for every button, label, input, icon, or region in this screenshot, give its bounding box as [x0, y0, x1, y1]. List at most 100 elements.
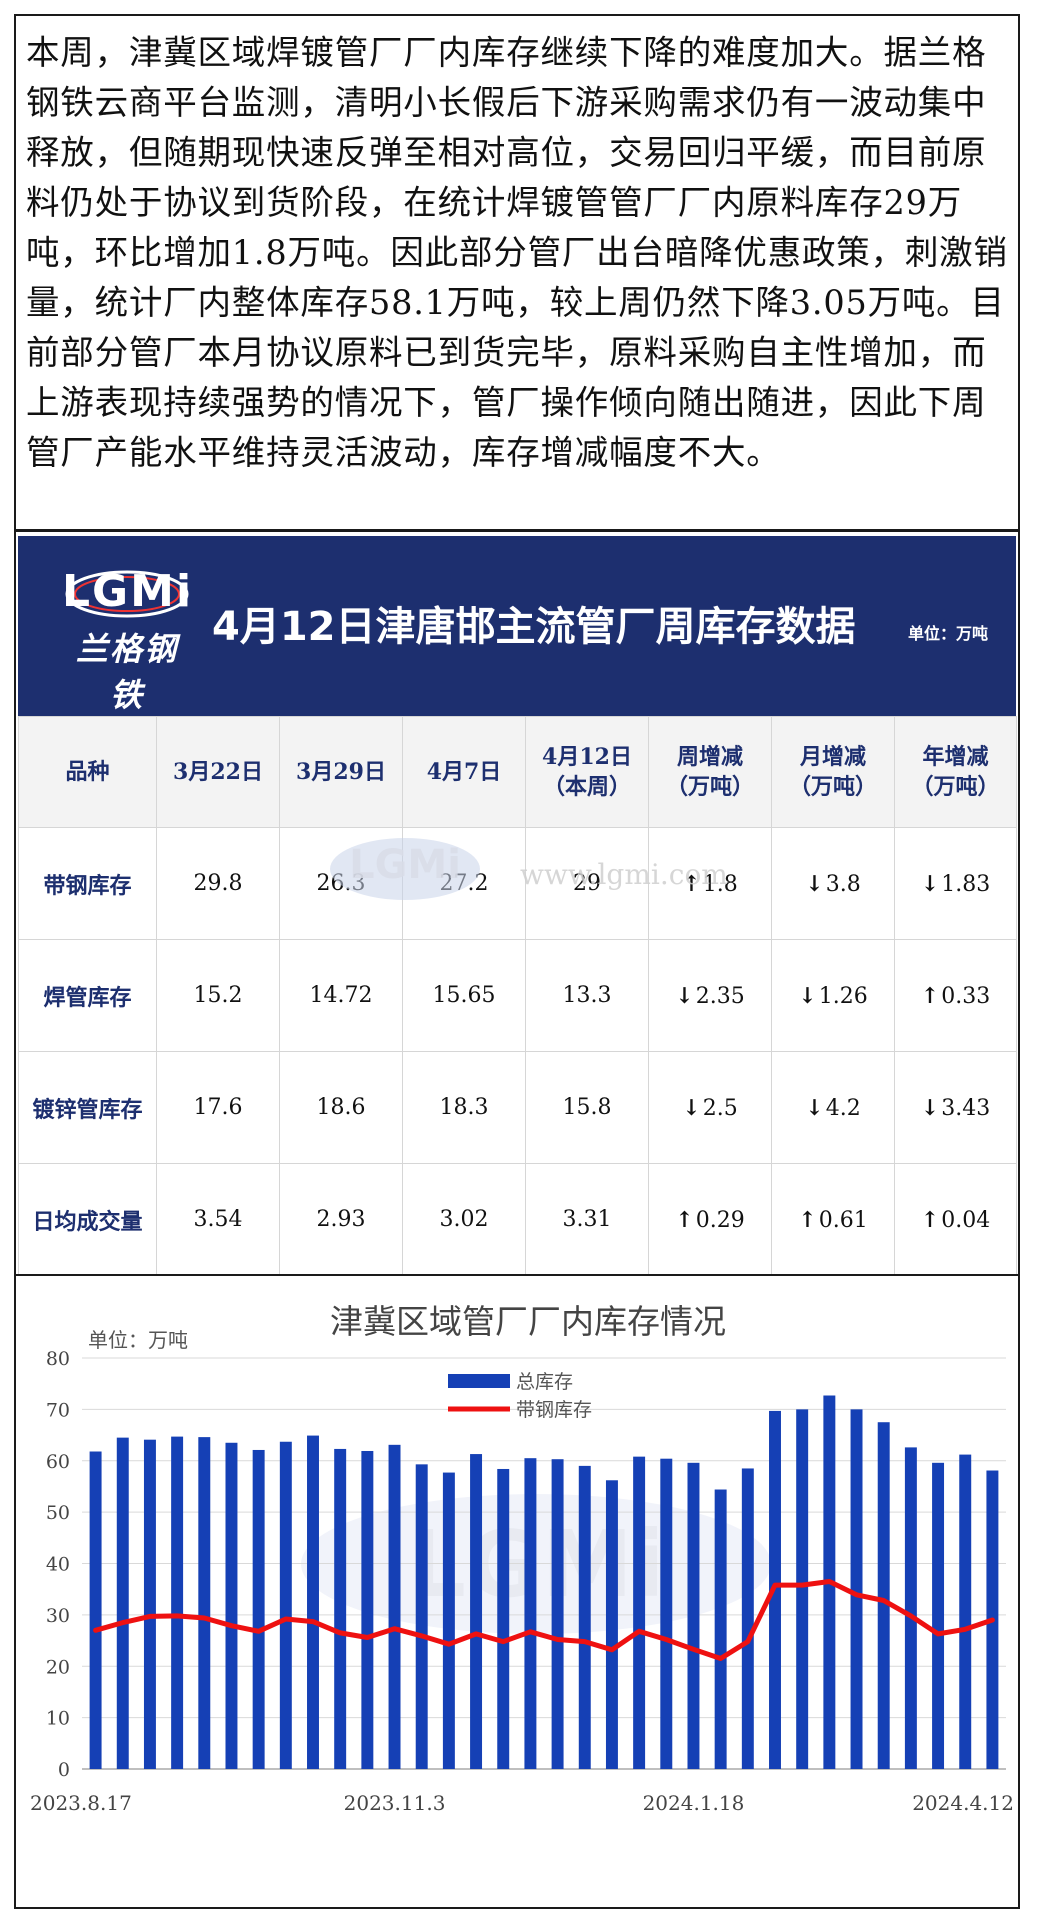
arrow-down-icon: ↓ — [682, 1094, 701, 1121]
bar — [307, 1435, 319, 1769]
value-cell: 13.3 — [525, 939, 649, 1052]
header-cell: 品种 — [18, 716, 157, 828]
change-value: 0.04 — [941, 1207, 991, 1233]
bar — [524, 1458, 537, 1769]
row-label: 带钢库存 — [18, 827, 157, 940]
chart-title: 津冀区域管厂厂内库存情况 — [330, 1302, 726, 1341]
watermark-url: www.lgmi.com — [520, 858, 728, 891]
bar — [171, 1436, 184, 1769]
arrow-up-icon: ↑ — [920, 982, 940, 1009]
lgmi-logo: LGMi 兰格钢铁 — [62, 562, 194, 714]
value-cell: 3.54 — [156, 1163, 280, 1276]
value-cell: 15.2 — [156, 939, 280, 1052]
bar — [225, 1442, 238, 1769]
arrow-up-icon: ↑ — [920, 1206, 940, 1233]
summary-paragraph: 本周，津冀区域焊镀管厂厂内库存继续下降的难度加大。据兰格钢铁云商平台监测，清明小… — [26, 33, 1008, 472]
header-cell: 3月22日 — [156, 716, 280, 828]
change-cell: ↓3.43 — [894, 1051, 1017, 1164]
bar — [605, 1480, 618, 1769]
value-cell: 15.65 — [402, 939, 526, 1052]
legend-label-总库存: 总库存 — [516, 1371, 573, 1393]
change-cell: ↓1.26 — [771, 939, 895, 1052]
row-label: 日均成交量 — [18, 1163, 157, 1276]
bar — [89, 1451, 102, 1769]
bar — [116, 1437, 129, 1769]
legend-label-带钢库存: 带钢库存 — [516, 1399, 592, 1421]
bar — [687, 1462, 700, 1769]
legend-swatch-bar — [448, 1374, 510, 1388]
y-tick-label: 40 — [46, 1554, 70, 1576]
change-value: 4.2 — [825, 1095, 861, 1121]
inventory-chart: LGMi010203040506070802023.8.172023.11.32… — [16, 1278, 1018, 1907]
watermark-ellipse — [330, 838, 480, 900]
table-header-row: 品种 3月22日 3月29日 4月7日 4月12日 （本周） 周增减 （万吨） 月增… — [18, 716, 1017, 828]
row-label: 焊管库存 — [18, 939, 157, 1052]
arrow-down-icon: ↓ — [675, 982, 694, 1009]
bar — [660, 1458, 673, 1769]
change-value: 1.26 — [818, 983, 868, 1009]
bar — [633, 1456, 646, 1769]
table-row: 镀锌管库存 17.6 18.6 18.3 15.8 ↓2.5 ↓4.2 ↓3.43 — [18, 1051, 1017, 1164]
x-tick-label: 2024.1.18 — [643, 1791, 745, 1815]
bar — [932, 1462, 945, 1769]
y-tick-label: 20 — [46, 1656, 70, 1678]
watermark-logo-text: LGMi — [349, 842, 461, 888]
arrow-down-icon: ↓ — [805, 1094, 824, 1121]
value-cell: 15.8 — [525, 1051, 649, 1164]
bar — [279, 1441, 292, 1769]
header-cell: 4月7日 — [402, 716, 526, 828]
change-value: 2.35 — [695, 983, 745, 1009]
bar — [497, 1468, 510, 1769]
x-tick-label: 2023.8.17 — [30, 1791, 132, 1815]
banner-title: 4月12日津唐邯主流管厂周库存数据 — [212, 604, 856, 650]
logo-text: LGMi — [62, 566, 194, 617]
arrow-down-icon: ↓ — [805, 870, 824, 897]
value-cell: 29 — [525, 827, 649, 940]
bar — [143, 1439, 156, 1769]
table-banner — [18, 536, 1016, 716]
bar — [796, 1409, 809, 1769]
value-cell: 17.6 — [156, 1051, 280, 1164]
bar — [850, 1409, 863, 1769]
row-label: 镀锌管库存 — [18, 1051, 157, 1164]
arrow-down-icon: ↓ — [920, 1094, 940, 1121]
bar — [741, 1468, 754, 1769]
change-cell: ↓4.2 — [771, 1051, 895, 1164]
divider-top — [16, 529, 1018, 532]
banner-unit: 单位：万吨 — [908, 624, 989, 643]
change-cell: ↑0.04 — [894, 1163, 1017, 1276]
logo-cn-text: 兰格钢铁 — [75, 630, 178, 714]
bar — [904, 1447, 917, 1769]
change-cell: ↓3.8 — [771, 827, 895, 940]
change-cell: ↑1.8 — [648, 827, 772, 940]
bar — [415, 1464, 428, 1769]
bar — [959, 1454, 972, 1769]
table-row: 焊管库存 15.2 14.72 15.65 13.3 ↓2.35 ↓1.26 ↑0.33 — [18, 939, 1017, 1052]
change-value: 0.61 — [818, 1207, 868, 1233]
arrow-down-icon: ↓ — [920, 870, 940, 897]
change-value: 1.8 — [702, 871, 738, 897]
change-value: 0.33 — [941, 983, 991, 1009]
bar — [252, 1449, 265, 1769]
bar — [361, 1450, 374, 1769]
y-tick-label: 80 — [46, 1348, 70, 1370]
value-cell: 18.3 — [402, 1051, 526, 1164]
inventory-table: 品种 3月22日 3月29日 4月7日 4月12日 （本周） 周增减 （万吨） 月增… — [18, 716, 1017, 1276]
change-value: 2.5 — [702, 1095, 738, 1121]
change-value: 3.8 — [825, 871, 861, 897]
change-cell: ↓2.5 — [648, 1051, 772, 1164]
header-cell: 4月12日 （本周） — [525, 716, 649, 828]
table-row: 日均成交量 3.54 2.93 3.02 3.31 ↑0.29 ↑0.61 ↑0.04 — [18, 1163, 1017, 1276]
header-cell: 月增减 （万吨） — [771, 716, 895, 828]
chart-unit-label: 单位：万吨 — [88, 1328, 188, 1352]
bar — [714, 1489, 727, 1769]
y-tick-label: 70 — [46, 1399, 70, 1421]
value-cell: 3.02 — [402, 1163, 526, 1276]
change-cell: ↑0.29 — [648, 1163, 772, 1276]
y-tick-label: 10 — [46, 1708, 70, 1730]
arrow-up-icon: ↑ — [798, 1206, 817, 1233]
header-cell: 3月29日 — [279, 716, 403, 828]
y-tick-label: 30 — [46, 1605, 70, 1627]
bar — [551, 1459, 564, 1769]
